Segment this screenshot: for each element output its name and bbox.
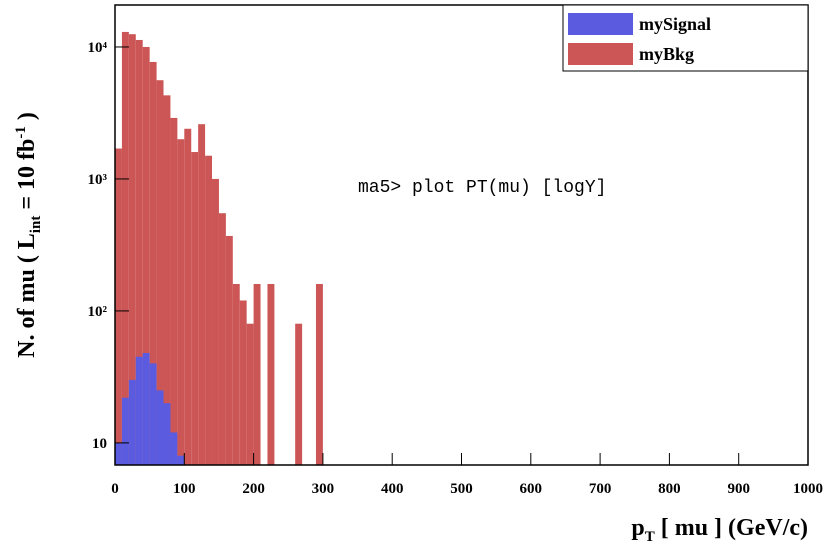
y-tick-label: 10²: [88, 304, 108, 320]
x-axis-label: pT [ mu ] (GeV/c): [631, 515, 808, 545]
bar: [156, 390, 164, 465]
bar: [232, 283, 240, 465]
bar: [115, 442, 122, 465]
bar: [246, 323, 254, 465]
x-tick-label: 0: [111, 481, 119, 497]
annotation: ma5> plot PT(mu) [logY]: [358, 178, 606, 198]
y-tick-label: 10: [92, 436, 107, 452]
bar: [205, 155, 213, 465]
legend-swatch: [568, 13, 633, 35]
bar: [218, 213, 226, 465]
x-tick-label: 900: [727, 481, 750, 497]
x-tick-label: 100: [173, 481, 196, 497]
bar: [135, 39, 143, 466]
y-label-part: N. of mu ( L: [14, 233, 40, 358]
bar: [128, 34, 136, 465]
y-label-part: ): [14, 112, 40, 126]
bar: [121, 31, 129, 465]
bar: [253, 283, 261, 465]
bar: [315, 283, 323, 465]
x-tick-label: 1000: [793, 481, 823, 497]
bar: [149, 363, 157, 465]
bar: [135, 356, 143, 465]
bar: [191, 152, 199, 465]
x-tick-label: 800: [658, 481, 681, 497]
bar: [170, 432, 178, 465]
x-label-part: [ mu ] (GeV/c): [655, 515, 808, 541]
x-tick-label: 200: [242, 481, 265, 497]
bar: [121, 397, 129, 465]
x-tick-label: 600: [520, 481, 543, 497]
bar: [163, 403, 171, 465]
bar: [212, 178, 219, 465]
bar: [142, 46, 150, 465]
bar: [170, 117, 178, 465]
bar: [156, 80, 164, 465]
x-label-part: p: [631, 515, 644, 541]
bar: [184, 128, 192, 465]
y-tick-label: 10³: [88, 172, 108, 188]
bar: [239, 300, 247, 465]
x-tick-label: 300: [312, 481, 335, 497]
x-tick-label: 500: [450, 481, 473, 497]
x-tick-label: 700: [589, 481, 612, 497]
y-label-part: = 10 fb: [14, 139, 40, 216]
x-label-part: T: [645, 529, 655, 545]
bar: [128, 379, 136, 465]
y-tick-label: 10⁴: [88, 40, 108, 56]
bar: [149, 61, 157, 465]
x-tick-label: 400: [381, 481, 404, 497]
bar: [163, 95, 171, 466]
legend-swatch: [568, 43, 633, 65]
bar: [142, 352, 150, 465]
bar: [177, 139, 185, 466]
bar: [115, 148, 122, 466]
y-axis-label: N. of mu ( Lint = 10 fb-1 ): [13, 112, 44, 358]
bar: [295, 323, 303, 465]
bar: [177, 455, 185, 465]
bar: [198, 124, 206, 466]
y-label-part: int: [28, 216, 44, 234]
y-label-part: -1: [13, 126, 29, 139]
bar: [225, 235, 233, 465]
bar: [267, 283, 275, 465]
legend-label: mySignal: [639, 14, 711, 34]
legend-label: myBkg: [639, 44, 694, 64]
